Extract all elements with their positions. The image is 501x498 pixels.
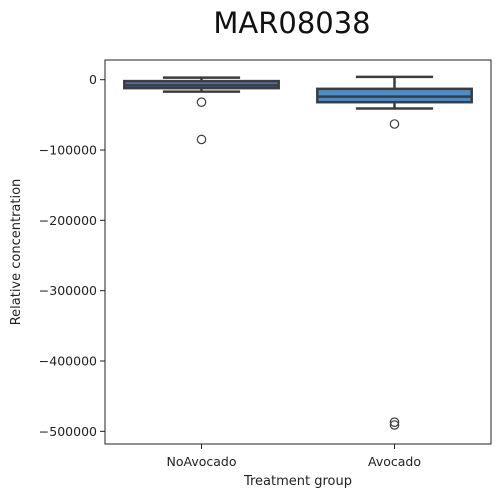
- outlier-point: [196, 134, 207, 145]
- y-tick-label: −100000: [39, 143, 97, 158]
- y-tick-label: −300000: [39, 283, 97, 298]
- outlier-point: [389, 420, 400, 430]
- y-tick-label: −500000: [39, 424, 97, 439]
- y-tick-label: −200000: [39, 213, 97, 228]
- box-group: [123, 75, 473, 430]
- x-tick-label: Avocado: [368, 454, 421, 469]
- box-avocado: [316, 75, 473, 430]
- outlier-point: [196, 97, 207, 107]
- outlier-point: [389, 119, 400, 129]
- y-tick-label: −400000: [39, 354, 97, 369]
- y-axis: 0 −100000 −200000 −300000 −400000 −500000: [39, 72, 105, 439]
- box-noavocado: [123, 76, 280, 145]
- x-axis: NoAvocado Avocado: [167, 444, 421, 469]
- outlier-point: [389, 417, 400, 427]
- y-tick-label: 0: [89, 72, 97, 87]
- x-axis-label: Treatment group: [243, 474, 352, 489]
- y-axis-label: Relative concentration: [9, 179, 24, 326]
- plot-frame: [104, 59, 492, 445]
- chart-title: MAR08038: [213, 6, 370, 40]
- x-tick-label: NoAvocado: [167, 454, 237, 469]
